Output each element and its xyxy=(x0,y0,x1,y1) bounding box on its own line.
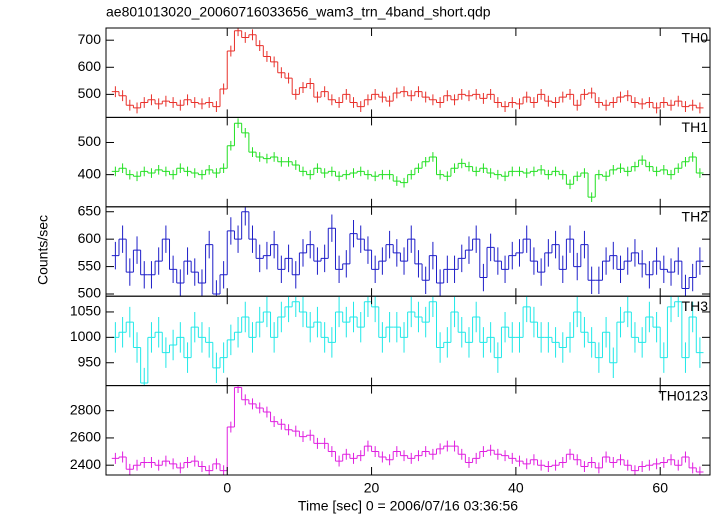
y-tick-label: 600 xyxy=(78,58,102,74)
y-tick-label: 400 xyxy=(78,165,102,181)
x-tick-label: 20 xyxy=(364,480,380,496)
x-tick-label: 60 xyxy=(652,480,668,496)
panel-label: TH0 xyxy=(682,30,709,46)
y-tick-label: 500 xyxy=(78,285,102,301)
x-axis-label: Time [sec] 0 = 2006/07/16 03:36:56 xyxy=(298,498,518,514)
x-tick-label: 0 xyxy=(223,480,231,496)
panel-data xyxy=(111,385,704,476)
panel-label: TH1 xyxy=(682,119,709,135)
panel-data xyxy=(111,206,704,297)
y-tick-label: 950 xyxy=(78,353,102,369)
y-tick-label: 600 xyxy=(78,230,102,246)
y-tick-label: 500 xyxy=(78,85,102,101)
y-tick-label: 500 xyxy=(78,133,102,149)
panel-frame xyxy=(105,385,711,476)
y-tick-label: 1000 xyxy=(70,328,101,344)
y-axis-label: Counts/sec xyxy=(35,215,51,285)
panel-data xyxy=(111,28,704,114)
panel-frame xyxy=(105,116,711,208)
y-tick-label: 650 xyxy=(78,202,102,218)
panel-frame xyxy=(105,295,711,387)
y-tick-label: 550 xyxy=(78,257,102,273)
chart-title: ae801013020_20060716033656_wam3_trn_4ban… xyxy=(106,4,491,20)
y-tick-label: 2800 xyxy=(70,401,101,417)
panel-data xyxy=(111,118,704,202)
panel-label: TH0123 xyxy=(658,387,708,403)
y-tick-label: 2400 xyxy=(70,456,101,472)
panel-label: TH3 xyxy=(682,298,709,314)
x-tick-label: 40 xyxy=(508,480,524,496)
panel-data xyxy=(111,296,704,386)
panel-frame xyxy=(105,27,711,118)
panel-label: TH2 xyxy=(682,209,709,225)
y-tick-label: 700 xyxy=(78,31,102,47)
y-tick-label: 2600 xyxy=(70,429,101,445)
y-tick-label: 1050 xyxy=(70,303,101,319)
